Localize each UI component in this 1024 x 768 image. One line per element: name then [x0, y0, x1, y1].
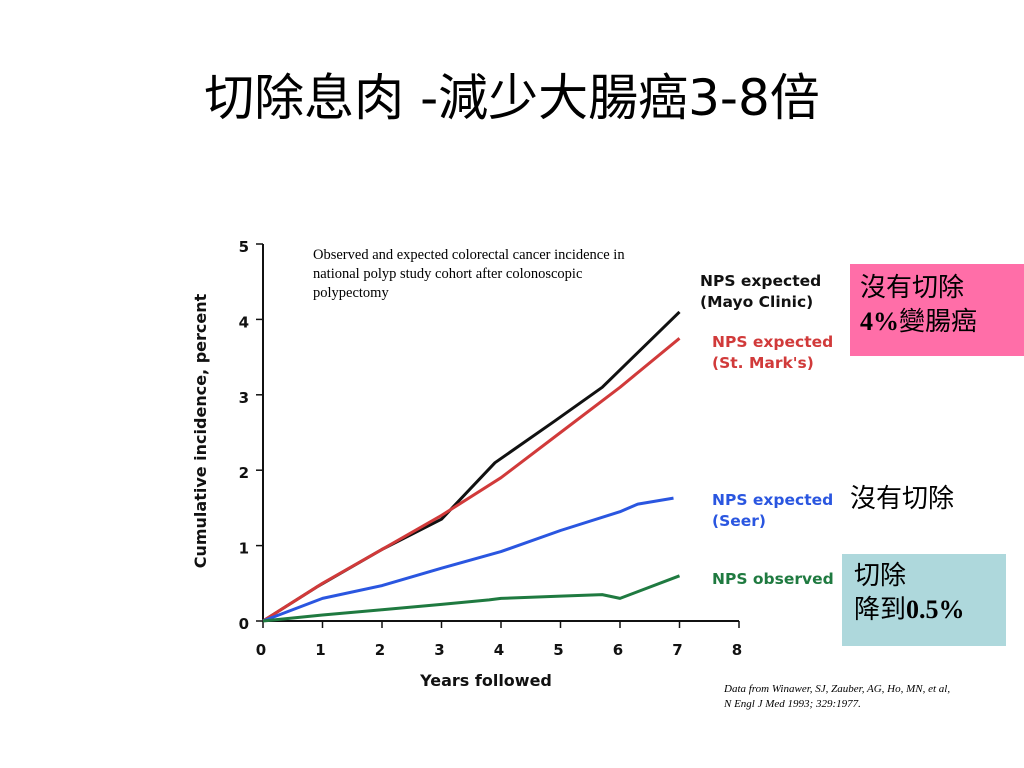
y-tick-label: 1 [239, 540, 249, 558]
series-label: NPS expected [712, 333, 833, 351]
x-tick-label: 6 [613, 641, 623, 659]
x-tick-label: 0 [256, 641, 266, 659]
callout-no-removal: 沒有切除 [850, 484, 955, 514]
x-tick-label: 2 [375, 641, 385, 659]
callout-line: 降到0.5% [854, 593, 1006, 627]
x-tick-label: 7 [672, 641, 682, 659]
series-label: NPS expected [712, 491, 833, 509]
y-tick-label: 4 [239, 313, 249, 331]
callout-percent: 0.5% [906, 595, 965, 624]
series-line [262, 574, 681, 623]
series-label: NPS expected [700, 272, 821, 290]
source-note: Data from Winawer, SJ, Zauber, AG, Ho, M… [724, 683, 951, 710]
x-tick-label: 3 [434, 641, 444, 659]
callout-percent: 4% [860, 307, 899, 336]
series-label: NPS observed [712, 570, 834, 588]
callout-line: 4%變腸癌 [860, 305, 1024, 339]
x-tick-label: 4 [494, 641, 504, 659]
series-label: (St. Mark's) [712, 354, 814, 372]
callout-line: 切除 [854, 561, 907, 591]
chart-caption: Observed and expected colorectal cancer … [313, 247, 625, 301]
callout-line: 沒有切除 [860, 273, 965, 303]
y-tick-label: 5 [239, 238, 249, 256]
x-tick-label: 1 [315, 641, 325, 659]
callout-text: 變腸癌 [899, 307, 978, 337]
slide-title: 切除息肉 -減少大腸癌3-8倍 [204, 69, 820, 127]
y-tick-label: 0 [239, 615, 249, 633]
series-label: (Mayo Clinic) [700, 293, 813, 311]
x-tick-label: 8 [732, 641, 742, 659]
series-line [262, 310, 681, 623]
x-axis-title: Years followed [419, 671, 552, 690]
series-line [262, 496, 674, 623]
y-tick-label: 2 [239, 464, 249, 482]
x-tick-label: 5 [553, 641, 563, 659]
callout-no-removal-4pct: 沒有切除 4%變腸癌 [850, 264, 1024, 356]
series-line [262, 337, 681, 623]
y-tick-label: 3 [239, 389, 249, 407]
y-axis-title: Cumulative incidence, percent [191, 293, 210, 568]
series-label: (Seer) [712, 512, 766, 530]
callout-removal: 切除 降到0.5% [842, 554, 1006, 646]
callout-text: 降到 [854, 595, 907, 625]
